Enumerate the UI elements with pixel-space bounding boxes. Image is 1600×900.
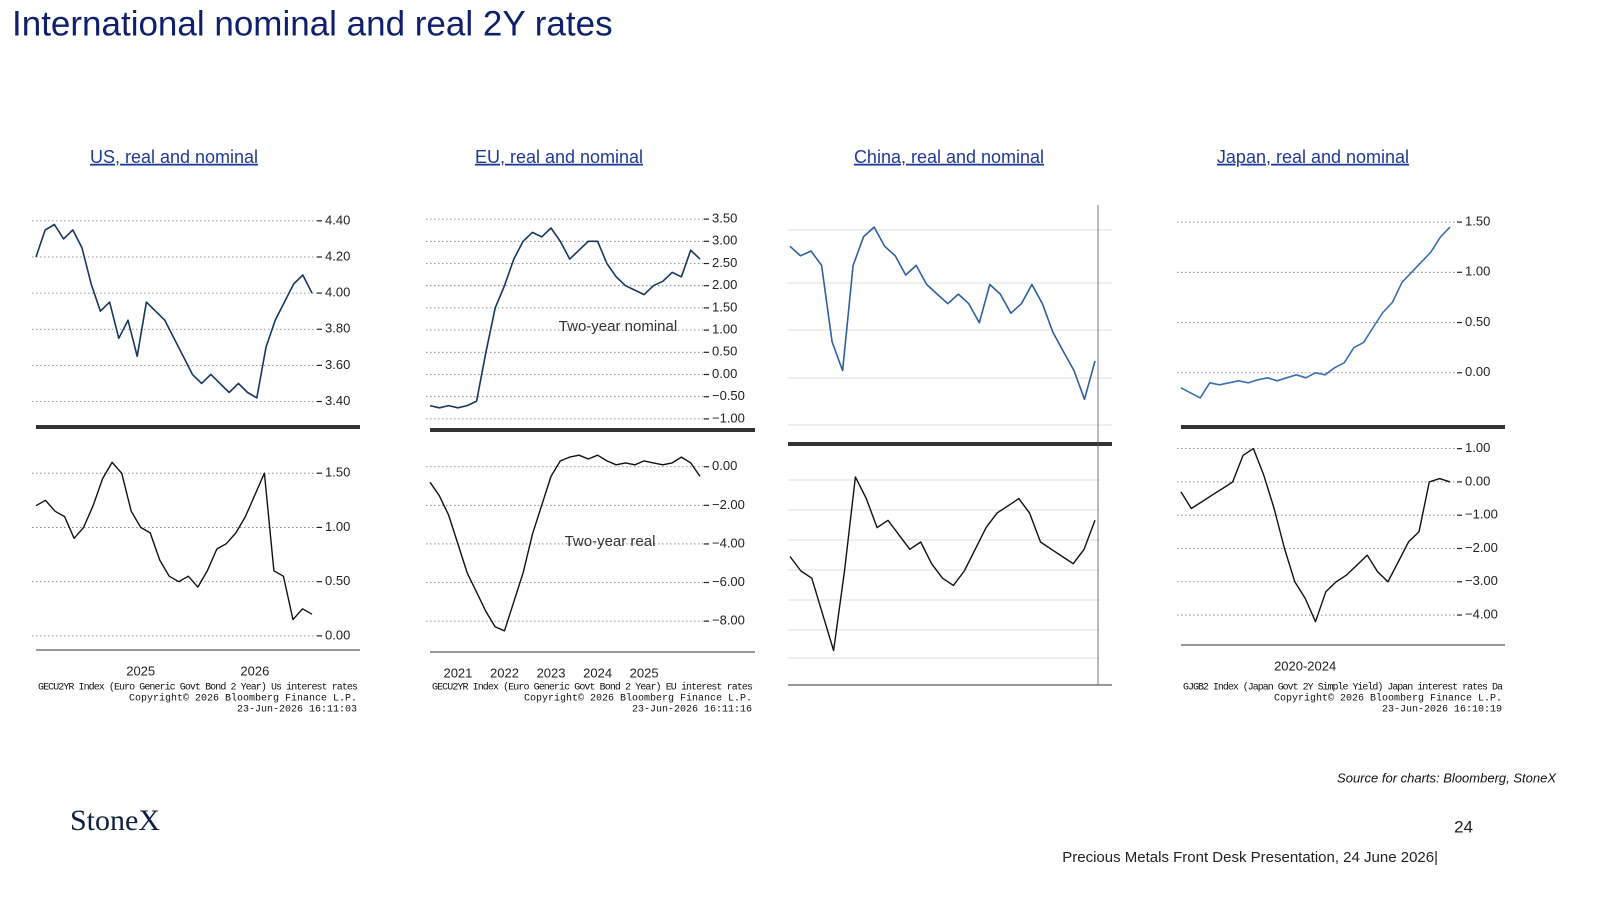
series-line bbox=[789, 476, 1096, 652]
y-tick-label: 0.00 bbox=[325, 627, 350, 642]
source-note: 23-Jun-2026 16:10:19 bbox=[1382, 705, 1502, 716]
page-number: 24 bbox=[1454, 817, 1473, 836]
y-tick-label: 1.50 bbox=[1465, 213, 1490, 228]
y-tick-label: 1.50 bbox=[712, 299, 737, 314]
y-tick-label: 1.00 bbox=[712, 322, 737, 337]
panel-title: US, real and nominal bbox=[90, 147, 258, 167]
y-tick-label: −4.00 bbox=[1465, 606, 1498, 621]
source-note: GECU2YR Index (Euro Generic Govt Bond 2 … bbox=[38, 682, 358, 694]
slide-title: International nominal and real 2Y rates bbox=[12, 4, 613, 43]
series-line bbox=[429, 454, 701, 632]
annotation: Two-year nominal bbox=[559, 318, 677, 335]
y-tick-label: 3.50 bbox=[712, 211, 737, 226]
y-tick-label: 4.20 bbox=[325, 248, 350, 263]
y-tick-label: 2.00 bbox=[712, 277, 737, 292]
y-tick-label: 1.50 bbox=[325, 465, 350, 480]
y-tick-label: −6.00 bbox=[712, 574, 745, 589]
y-tick-label: 4.40 bbox=[325, 212, 350, 227]
y-tick-label: 3.80 bbox=[325, 321, 350, 336]
x-tick-label: 2023 bbox=[537, 665, 566, 680]
x-tick-label: 2021 bbox=[443, 665, 472, 680]
source-note: Copyright© 2026 Bloomberg Finance L.P. bbox=[1274, 693, 1502, 705]
y-tick-label: 4.00 bbox=[325, 285, 350, 300]
footer-text: Precious Metals Front Desk Presentation,… bbox=[1062, 849, 1438, 866]
y-tick-label: −3.00 bbox=[1465, 573, 1498, 588]
y-tick-label: 3.40 bbox=[325, 393, 350, 408]
series-line bbox=[35, 223, 313, 399]
y-tick-label: 1.00 bbox=[325, 519, 350, 534]
series-line bbox=[35, 461, 313, 621]
y-tick-label: 2.50 bbox=[712, 255, 737, 270]
y-tick-label: 0.00 bbox=[1465, 473, 1490, 488]
x-tick-label: 2020-2024 bbox=[1274, 658, 1336, 673]
y-tick-label: 1.00 bbox=[1465, 440, 1490, 455]
series-line bbox=[1180, 226, 1451, 399]
panel-title: Japan, real and nominal bbox=[1217, 147, 1409, 167]
series-line bbox=[1180, 447, 1451, 623]
y-tick-label: −4.00 bbox=[712, 535, 745, 550]
y-tick-label: −1.00 bbox=[712, 410, 745, 425]
y-tick-label: −8.00 bbox=[712, 613, 745, 628]
source-note: GJGB2 Index (Japan Govt 2Y Simple Yield)… bbox=[1183, 682, 1503, 694]
y-tick-label: 0.00 bbox=[1465, 364, 1490, 379]
source-note: Source for charts: Bloomberg, StoneX bbox=[1337, 770, 1557, 785]
x-tick-label: 2026 bbox=[240, 663, 269, 678]
series-line bbox=[789, 226, 1096, 401]
panel-title: EU, real and nominal bbox=[475, 147, 643, 167]
y-tick-label: −0.50 bbox=[712, 388, 745, 403]
y-tick-label: −2.00 bbox=[712, 497, 745, 512]
y-tick-label: 0.50 bbox=[712, 344, 737, 359]
y-tick-label: 0.50 bbox=[325, 573, 350, 588]
y-tick-label: −1.00 bbox=[1465, 507, 1498, 522]
y-tick-label: 0.50 bbox=[1465, 314, 1490, 329]
x-tick-label: 2025 bbox=[630, 665, 659, 680]
series-line bbox=[429, 227, 701, 409]
y-tick-label: 0.00 bbox=[712, 366, 737, 381]
y-tick-label: −2.00 bbox=[1465, 540, 1498, 555]
y-tick-label: 3.60 bbox=[325, 357, 350, 372]
x-tick-label: 2025 bbox=[126, 663, 155, 678]
y-tick-label: 0.00 bbox=[712, 458, 737, 473]
annotation: Two-year real bbox=[565, 533, 656, 550]
panel-title: China, real and nominal bbox=[854, 147, 1044, 167]
source-note: 23-Jun-2026 16:11:16 bbox=[632, 705, 752, 716]
y-tick-label: 1.00 bbox=[1465, 264, 1490, 279]
source-note: Copyright© 2026 Bloomberg Finance L.P. bbox=[129, 693, 357, 705]
source-note: GECU2YR Index (Euro Generic Govt Bond 2 … bbox=[432, 682, 753, 694]
y-tick-label: 3.00 bbox=[712, 233, 737, 248]
source-note: 23-Jun-2026 16:11:03 bbox=[237, 705, 357, 716]
x-tick-label: 2022 bbox=[490, 665, 519, 680]
logo: StoneX bbox=[70, 804, 160, 837]
source-note: Copyright© 2026 Bloomberg Finance L.P. bbox=[524, 693, 752, 705]
x-tick-label: 2024 bbox=[583, 665, 612, 680]
